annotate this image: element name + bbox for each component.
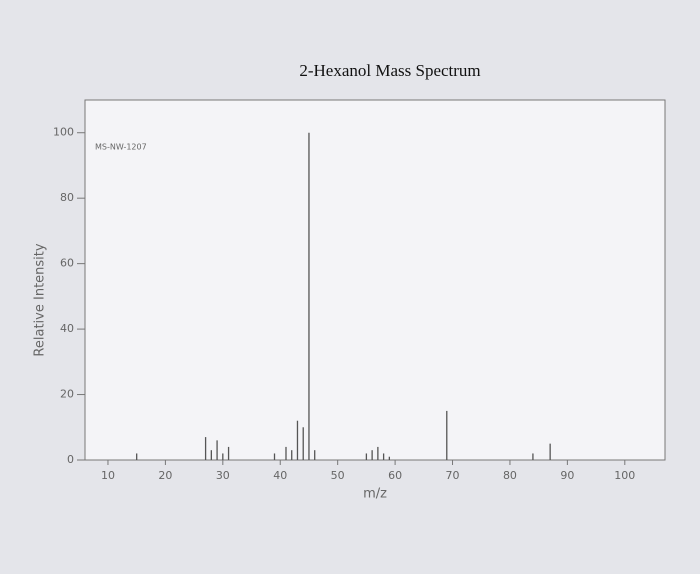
y-tick-label: 40 <box>60 322 74 335</box>
plot-area <box>84 99 666 461</box>
y-tick-label: 0 <box>67 453 74 466</box>
x-axis-label: m/z <box>363 487 387 502</box>
y-axis-label: Relative Intensity <box>33 243 48 356</box>
x-tick-label: 80 <box>503 469 517 482</box>
x-tick-label: 90 <box>560 469 574 482</box>
x-tick-label: 10 <box>101 469 115 482</box>
y-tick-label: 60 <box>60 257 74 270</box>
y-tick-label: 80 <box>60 191 74 204</box>
x-tick-label: 100 <box>614 469 635 482</box>
y-tick-label: 20 <box>60 388 74 401</box>
chart-title: 2-Hexanol Mass Spectrum <box>299 61 480 80</box>
annotation: MS-NW-1207 <box>95 143 147 152</box>
x-tick-label: 20 <box>158 469 172 482</box>
x-tick-label: 50 <box>331 469 345 482</box>
x-tick-label: 30 <box>216 469 230 482</box>
x-tick-label: 70 <box>446 469 460 482</box>
x-tick-label: 60 <box>388 469 402 482</box>
x-tick-label: 40 <box>273 469 287 482</box>
y-tick-label: 100 <box>53 126 74 139</box>
